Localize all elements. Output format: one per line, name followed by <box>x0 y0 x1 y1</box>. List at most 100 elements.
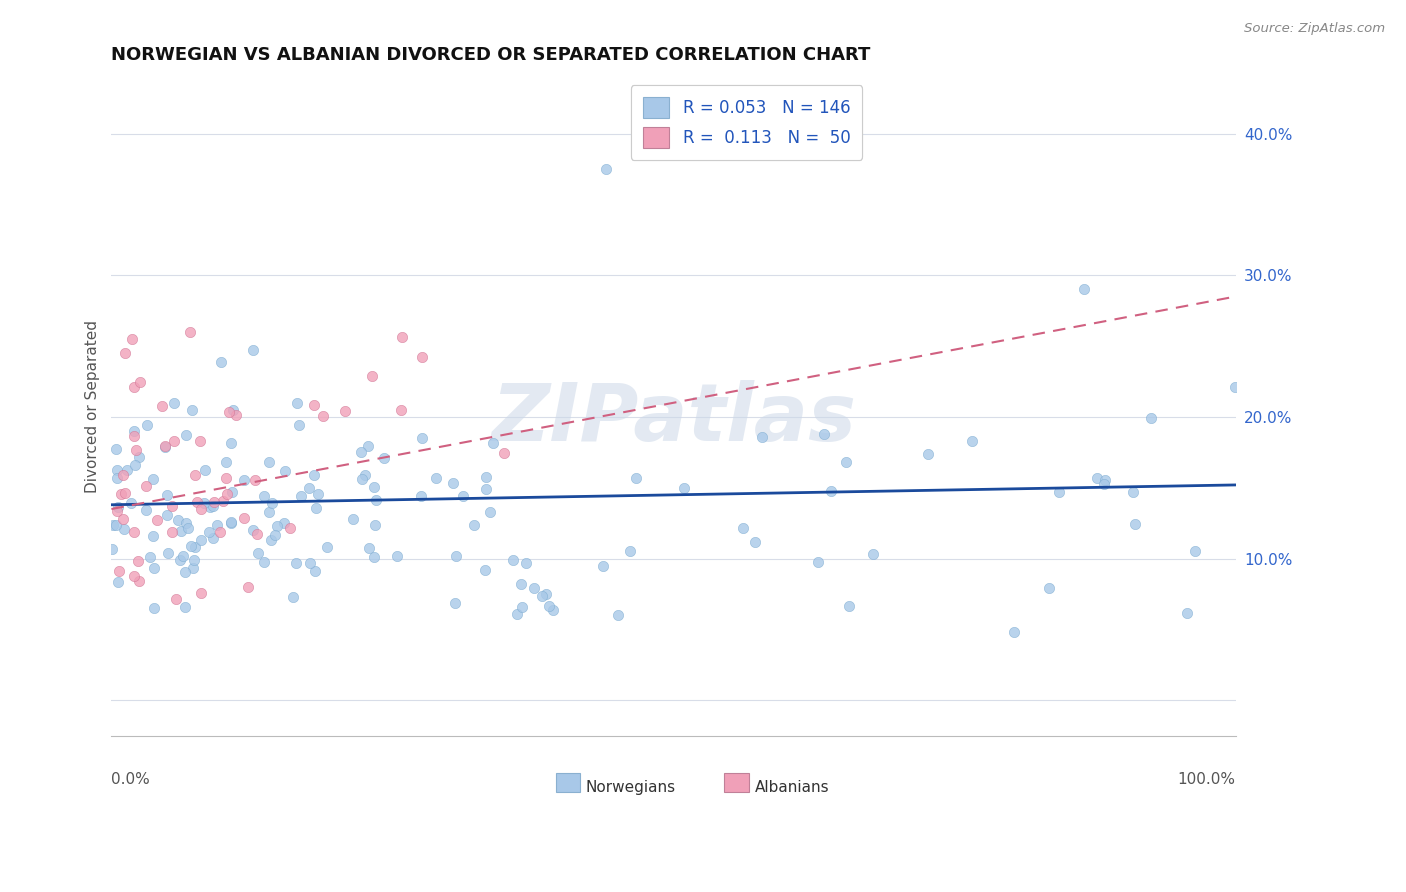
Point <box>475 482 498 496</box>
Point <box>153 439 176 453</box>
Point <box>813 427 835 442</box>
Point <box>120 496 142 510</box>
Point <box>208 525 231 540</box>
Point <box>167 513 190 527</box>
Point <box>212 494 235 508</box>
Point <box>312 409 335 423</box>
Point <box>242 343 264 358</box>
Point <box>263 528 285 542</box>
Point <box>474 470 496 484</box>
Point <box>174 516 197 530</box>
Point <box>363 549 385 564</box>
Point <box>157 546 180 560</box>
Point <box>128 450 150 464</box>
Point <box>1175 607 1198 621</box>
Point <box>190 586 212 600</box>
Point <box>143 601 166 615</box>
Point <box>115 463 138 477</box>
Point <box>411 350 433 364</box>
Point <box>606 607 628 622</box>
Point <box>835 455 858 469</box>
Point <box>253 555 276 569</box>
Point <box>502 553 524 567</box>
Point <box>105 442 128 456</box>
Point <box>176 428 198 442</box>
Point <box>177 520 200 534</box>
Point <box>307 487 329 501</box>
Point <box>479 505 502 519</box>
Point <box>225 409 247 423</box>
Point <box>534 587 557 601</box>
Point <box>141 472 163 486</box>
Point <box>215 471 238 485</box>
Point <box>316 540 339 554</box>
Point <box>441 475 464 490</box>
Point <box>281 590 304 604</box>
Point <box>221 485 243 500</box>
Point <box>170 524 193 539</box>
Text: 0.0%: 0.0% <box>111 772 150 787</box>
Point <box>373 451 395 466</box>
Point <box>135 479 157 493</box>
Point <box>246 527 269 541</box>
Y-axis label: Divorced or Separated: Divorced or Separated <box>86 320 100 492</box>
Point <box>506 607 529 622</box>
Point <box>107 575 129 590</box>
Text: NORWEGIAN VS ALBANIAN DIVORCED OR SEPARATED CORRELATION CHART: NORWEGIAN VS ALBANIAN DIVORCED OR SEPARA… <box>111 46 870 64</box>
Point <box>181 403 204 417</box>
Point <box>173 600 195 615</box>
Point <box>266 519 288 533</box>
Point <box>107 500 129 514</box>
Point <box>247 546 270 560</box>
Point <box>183 553 205 567</box>
Point <box>960 434 983 448</box>
Point <box>259 533 281 547</box>
Point <box>124 458 146 472</box>
Point <box>156 488 179 502</box>
Point <box>492 446 515 460</box>
Point <box>105 504 128 518</box>
Point <box>1092 476 1115 491</box>
Point <box>285 556 308 570</box>
Point <box>290 489 312 503</box>
Point <box>444 596 467 610</box>
Point <box>509 577 531 591</box>
Point <box>160 499 183 513</box>
Point <box>202 495 225 509</box>
Point <box>125 442 148 457</box>
Point <box>342 512 364 526</box>
Point <box>350 445 373 459</box>
Point <box>744 535 766 549</box>
Point <box>105 518 128 533</box>
Point <box>121 332 143 346</box>
Point <box>357 439 380 453</box>
Point <box>124 380 146 394</box>
Point <box>128 574 150 588</box>
Point <box>112 522 135 536</box>
Point <box>510 600 533 615</box>
Point <box>389 403 412 417</box>
Point <box>156 508 179 522</box>
Point <box>219 436 242 450</box>
Point <box>1085 471 1108 485</box>
Point <box>1038 581 1060 595</box>
Point <box>364 518 387 533</box>
Legend: R = 0.053   N = 146, R =  0.113   N =  50: R = 0.053 N = 146, R = 0.113 N = 50 <box>631 86 862 160</box>
Point <box>1122 485 1144 500</box>
Point <box>172 549 194 563</box>
Text: Albanians: Albanians <box>755 780 830 795</box>
Point <box>1094 473 1116 487</box>
Point <box>142 561 165 575</box>
Point <box>838 599 860 614</box>
Point <box>363 479 385 493</box>
Text: Source: ZipAtlas.com: Source: ZipAtlas.com <box>1244 22 1385 36</box>
Point <box>150 399 173 413</box>
Point <box>139 549 162 564</box>
Point <box>482 436 505 450</box>
Point <box>366 493 388 508</box>
Point <box>101 542 124 557</box>
Point <box>165 592 187 607</box>
Point <box>273 516 295 530</box>
Point <box>1123 516 1146 531</box>
Point <box>357 541 380 555</box>
